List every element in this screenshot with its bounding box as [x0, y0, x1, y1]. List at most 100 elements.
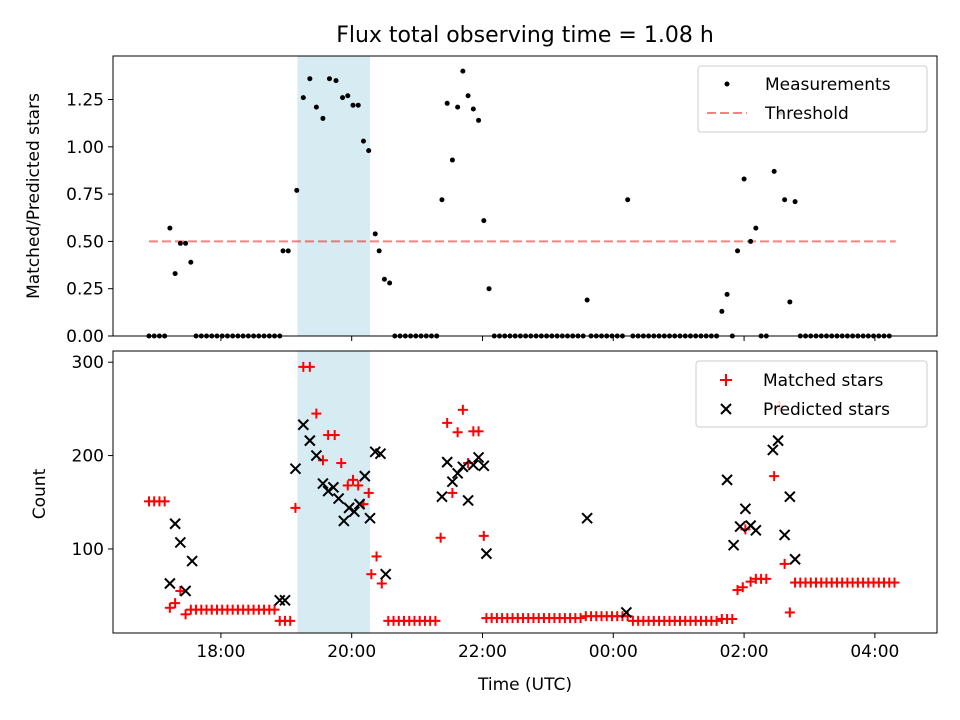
matched-star-point	[159, 496, 170, 507]
legend-predicted-label: Predicted stars	[763, 400, 890, 420]
top-y-tick-label: 1.25	[66, 91, 104, 111]
predicted-star-point	[772, 434, 784, 447]
measurement-point	[355, 102, 361, 108]
predicted-star-point	[338, 515, 350, 527]
measurement-point	[376, 248, 382, 254]
top-x-ticks	[220, 336, 876, 341]
measurement-point	[172, 271, 178, 277]
matched-star-point	[784, 607, 795, 618]
predicted-star-point	[457, 461, 469, 473]
x-tick-label: 04:00	[850, 642, 899, 662]
matched-star-point	[304, 361, 315, 372]
measurement-point	[476, 117, 482, 123]
measurement-point	[787, 299, 793, 305]
measurement-point	[280, 248, 286, 254]
predicted-star-point	[279, 594, 291, 607]
measurement-point	[320, 115, 326, 121]
measurement-point	[167, 225, 173, 231]
matched-star-point	[452, 427, 463, 438]
measurement-point	[366, 148, 372, 154]
measurement-point	[439, 197, 445, 203]
predicted-star-point	[620, 606, 633, 619]
matched-star-point	[336, 458, 347, 469]
matched-star-point	[180, 609, 191, 620]
top-shaded-interval	[297, 56, 371, 336]
matched-star-point	[164, 602, 175, 613]
matched-star-point	[376, 578, 387, 589]
legend-matched-label: Matched stars	[763, 371, 883, 391]
matched-star-point	[269, 604, 280, 615]
x-tick-label: 00:00	[589, 642, 638, 662]
predicted-star-point	[186, 555, 198, 567]
measurement-point	[782, 197, 788, 203]
matched-star-point	[175, 585, 186, 596]
predicted-star-point	[179, 585, 192, 597]
predicted-star-point	[359, 470, 371, 482]
bottom-y-tick-label: 300	[72, 353, 104, 373]
predicted-star-point	[767, 444, 779, 456]
matched-star-point	[575, 613, 586, 624]
matched-star-point	[348, 474, 359, 485]
matched-star-point	[311, 408, 322, 419]
predicted-star-point	[310, 449, 323, 462]
legend-measurements-label: Measurements	[765, 75, 891, 95]
measurement-point	[748, 238, 754, 244]
matched-star-point	[769, 471, 780, 482]
measurement-point	[360, 138, 366, 144]
measurement-point	[350, 102, 356, 108]
predicted-star-point	[727, 539, 740, 551]
measurement-point	[792, 199, 798, 205]
measurement-point	[735, 248, 741, 254]
predicted-star-point	[374, 448, 387, 460]
predicted-star-point	[169, 518, 181, 530]
legend-threshold-label: Threshold	[764, 104, 849, 124]
predicted-star-point	[750, 524, 762, 536]
measurement-point	[345, 93, 351, 99]
top-panel: 0.00 0.25 0.50 0.75 1.00 1.25 Flux total obse…	[24, 23, 938, 347]
top-y-ticks: 0.00 0.25 0.50 0.75 1.00 1.25	[66, 91, 113, 347]
predicted-star-point	[789, 553, 801, 565]
matched-star-point	[290, 502, 301, 513]
bottom-legend: Matched stars Predicted stars	[695, 360, 928, 428]
measurement-point	[313, 104, 319, 110]
matched-star-point	[353, 480, 364, 491]
predicted-star-point	[343, 502, 355, 514]
predicted-star-point	[467, 459, 480, 471]
predicted-star-point	[304, 434, 316, 447]
x-tick-label: 22:00	[458, 642, 507, 662]
measurement-point	[719, 308, 725, 314]
top-legend-box	[697, 65, 928, 133]
top-axes-frame	[112, 55, 938, 337]
measurement-point	[486, 286, 492, 292]
matched-star-point	[447, 487, 458, 498]
predicted-star-point	[327, 481, 340, 494]
predicted-star-point	[446, 476, 459, 488]
measurement-point	[307, 76, 313, 82]
legend-matched-marker	[720, 374, 732, 386]
bottom-shaded-interval	[297, 351, 371, 633]
predicted-star-point	[289, 462, 302, 475]
measurement-point	[188, 259, 194, 265]
measurement-point	[372, 231, 378, 237]
matched-star-point	[435, 532, 446, 543]
matched-star-point	[889, 577, 900, 588]
matched-star-point	[342, 480, 353, 491]
measurement-point	[300, 95, 306, 101]
measurement-point	[481, 218, 487, 224]
predicted-star-point	[472, 451, 485, 464]
bottom-panel: 100 200 300 18:00 20:00 22:00 00:00 02:00 04:00…	[30, 350, 938, 695]
predicted-star-point	[174, 536, 187, 549]
measurement-point	[455, 104, 461, 110]
matched-star-point	[285, 615, 296, 626]
predicted-star-point	[164, 577, 176, 590]
matched-star-point	[457, 404, 468, 415]
measurement-point	[625, 197, 631, 203]
predicted-star-point	[441, 456, 453, 468]
top-y-axis-label: Matched/Predicted stars	[24, 93, 44, 299]
chart-title: Flux total observing time = 1.08 h	[336, 23, 714, 48]
measurement-point	[381, 276, 387, 282]
measurement-point	[741, 176, 747, 182]
predicted-star-point	[348, 505, 361, 518]
bottom-y-tick-label: 200	[72, 447, 104, 467]
